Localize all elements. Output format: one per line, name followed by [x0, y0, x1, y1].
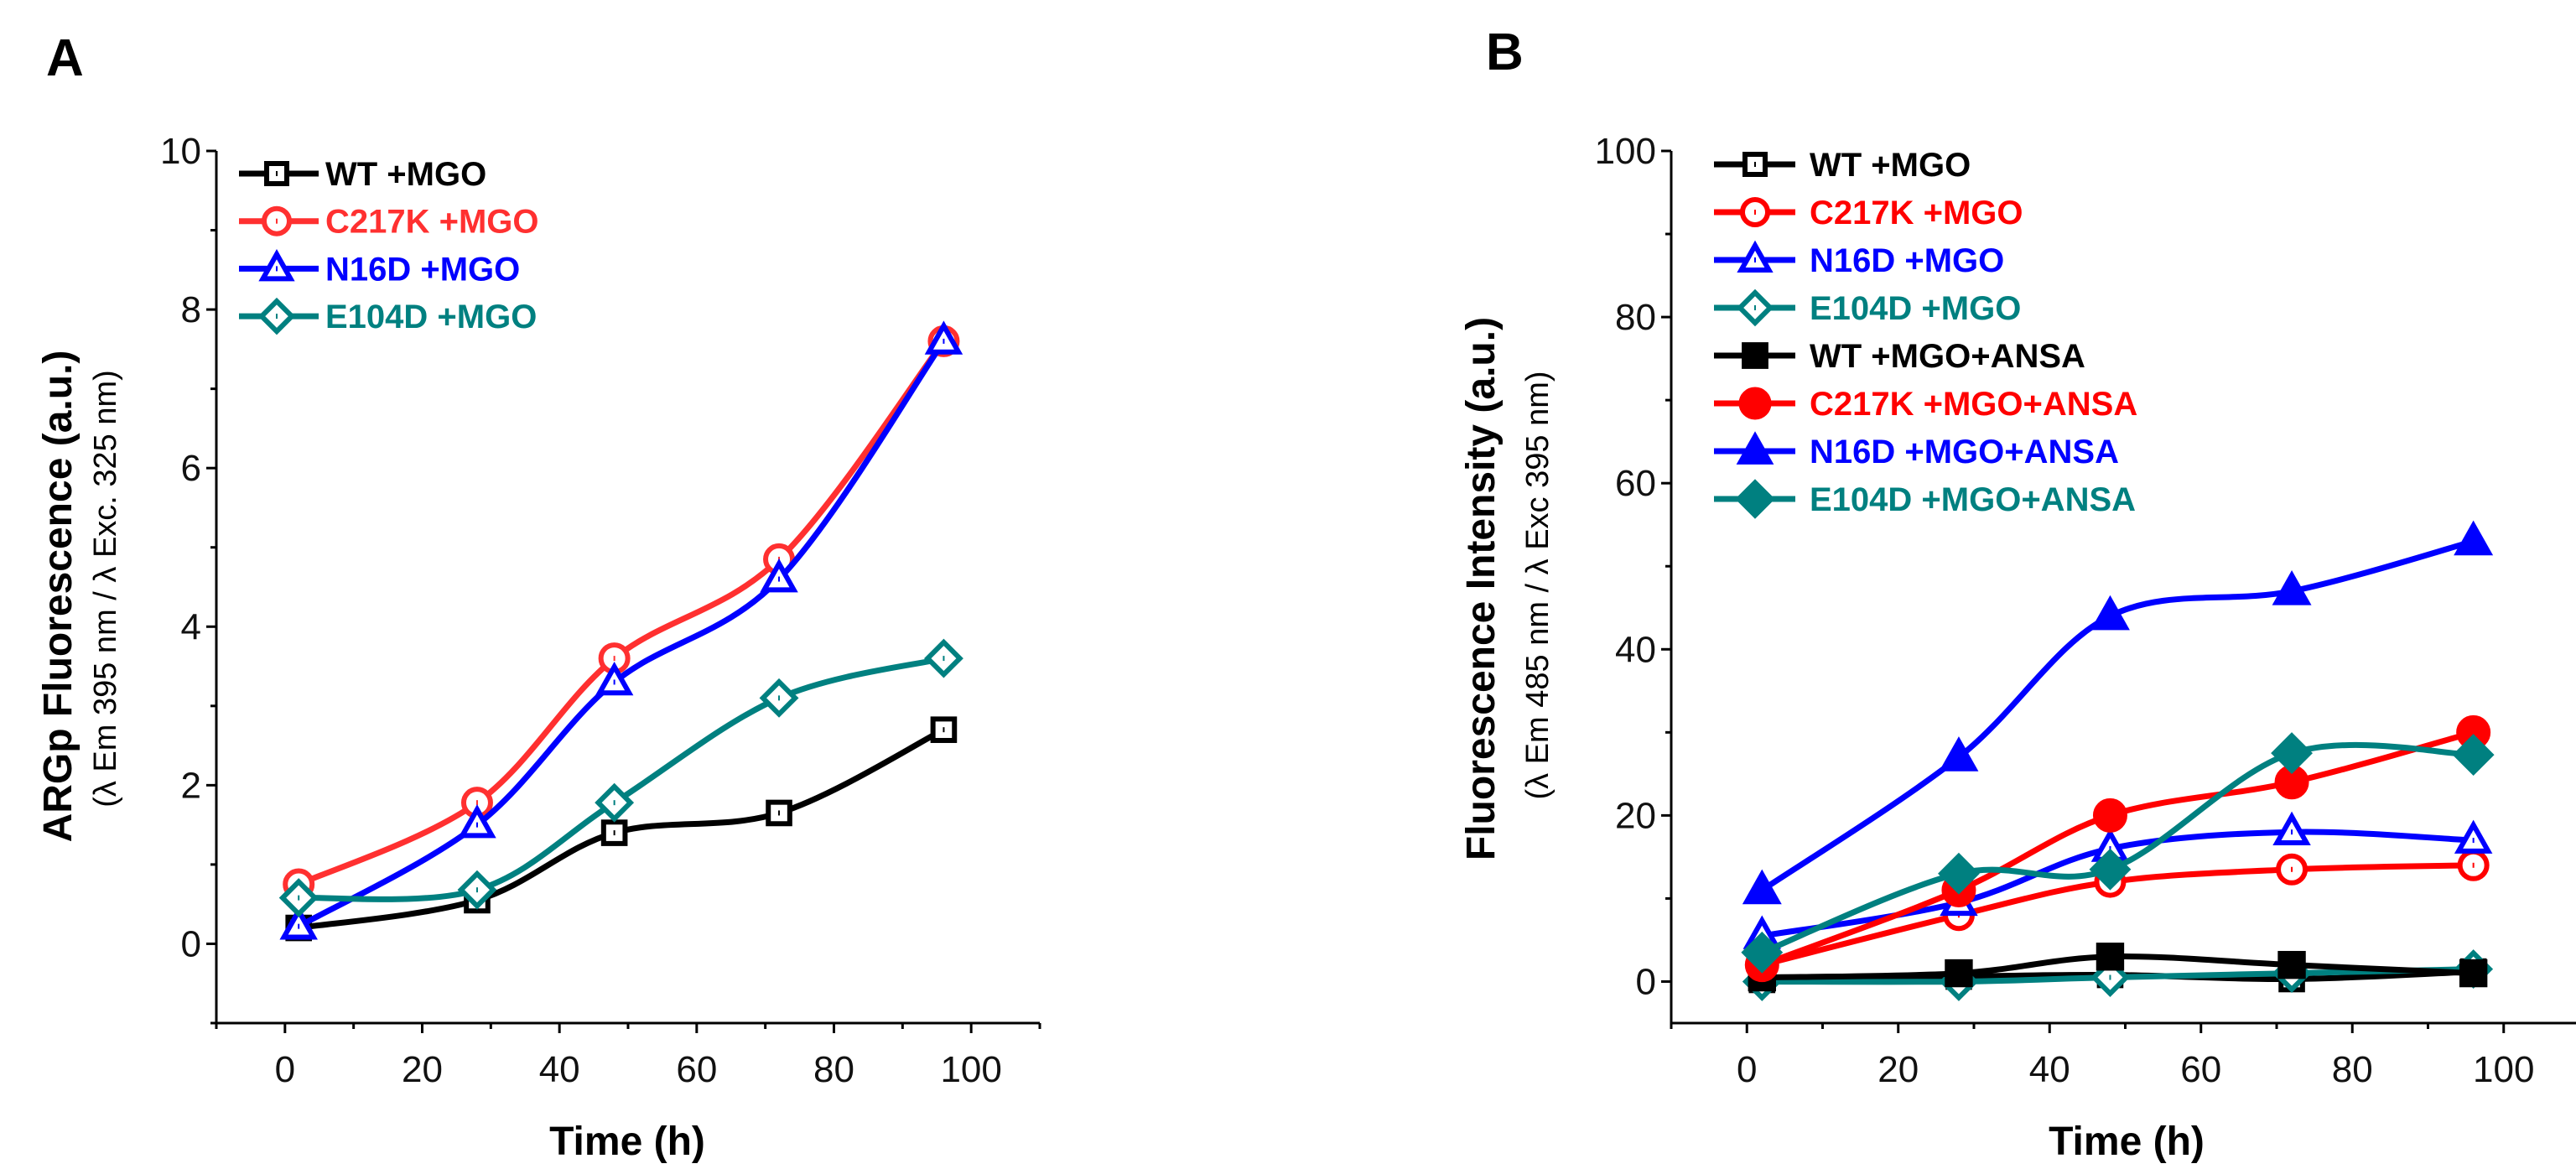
legend-label: N16D +MGO+ANSA [1810, 434, 2119, 470]
legend-label: C217K +MGO+ANSA [1810, 386, 2137, 423]
legend-marker [1742, 342, 1768, 369]
legend-item: E104D +MGO+ANSA [1714, 479, 2136, 519]
x-tick-label: 20 [1877, 1049, 1919, 1090]
x-tick-label: 60 [2180, 1049, 2221, 1090]
legend-item: E104D +MGO [239, 297, 537, 335]
data-point [1939, 736, 1979, 772]
legend-label: WT +MGO+ANSA [1810, 338, 2085, 375]
legend-item: WT +MGO+ANSA [1714, 338, 2085, 375]
series-wt-mgo [285, 716, 958, 942]
chart-panel-b: 0 20 40 60 80 100 0 20 40 60 80 100 Time (h) Fluoresc… [1459, 131, 2576, 1164]
data-point [1741, 931, 1784, 974]
legend-label: C217K +MGO [325, 204, 539, 241]
data-point [2089, 848, 2132, 891]
y-tick-label: 100 [1595, 131, 1656, 172]
y-axis-subtitle: (λ Em 395 nm / λ Exc. 325 nm) [88, 370, 123, 808]
data-point [2271, 732, 2313, 775]
x-tick-label: 40 [539, 1049, 580, 1090]
legend-label: N16D +MGO [1810, 242, 2004, 279]
data-point [930, 716, 958, 743]
x-tick-label: 60 [676, 1049, 717, 1090]
legend-label: E104D +MGO [325, 299, 537, 335]
legend-label: N16D +MGO [325, 251, 520, 288]
data-point [2096, 943, 2125, 971]
legend-label: E104D +MGO [1810, 290, 2021, 327]
y-tick-label: 4 [181, 606, 201, 647]
data-point [2272, 570, 2312, 605]
legend-label: WT +MGO [325, 156, 486, 193]
x-tick-label: 40 [2029, 1049, 2070, 1090]
legend-item: C217K +MGO [1714, 195, 2023, 231]
y-tick-label: 60 [1615, 463, 1656, 504]
legend-item: C217K +MGO [239, 204, 539, 241]
y-tick-label: 10 [160, 131, 201, 172]
series-wt-mgo-ansa [1748, 943, 2488, 992]
series-n16d-mgo-ansa [1742, 520, 2494, 905]
data-point [2452, 734, 2495, 776]
legend-label: WT +MGO [1810, 147, 1971, 184]
legend-item: C217K +MGO+ANSA [1714, 386, 2137, 423]
x-tick-label: 100 [2473, 1049, 2534, 1090]
data-point [1945, 959, 1973, 988]
legend-item: WT +MGO [239, 156, 486, 193]
series-n16d-mgo [279, 320, 963, 940]
legend-item: WT +MGO [1714, 147, 1971, 184]
y-tick-label: 2 [181, 765, 201, 806]
legend-marker [1735, 479, 1775, 519]
x-axis-title: Time (h) [2049, 1120, 2205, 1164]
legend-item: N16D +MGO [239, 249, 520, 288]
legend-item: N16D +MGO [1714, 240, 2004, 279]
legend-marker [1736, 431, 1774, 465]
x-tick-label: 100 [940, 1049, 1001, 1090]
y-tick-label: 20 [1615, 795, 1656, 836]
legend-marker [264, 161, 289, 186]
panel-label-a: A [46, 29, 84, 87]
data-point [2277, 950, 2306, 979]
panel-label-b: B [1486, 23, 1524, 81]
x-axis-title: Time (h) [549, 1120, 705, 1164]
y-tick-label: 40 [1615, 629, 1656, 670]
legend-label: E104D +MGO+ANSA [1810, 481, 2136, 518]
y-axis-title: Fluorescence Intensity (a.u.) [1459, 317, 1504, 860]
x-tick-label: 80 [2332, 1049, 2373, 1090]
y-tick-label: 0 [1636, 961, 1656, 1002]
series-e104d-mgo-ansa [1741, 732, 2495, 974]
data-point [2092, 798, 2127, 833]
y-axis-subtitle: (λ Em 485 nm / λ Exc 395 nm) [1520, 371, 1555, 799]
y-axis-title: ARGp Fluorescence (a.u.) [36, 351, 80, 843]
y-tick-label: 8 [181, 289, 201, 330]
legend-label: C217K +MGO [1810, 195, 2023, 231]
x-tick-label: 80 [813, 1049, 854, 1090]
y-tick-label: 6 [181, 448, 201, 489]
data-point [2459, 959, 2488, 988]
legend-marker [1738, 387, 1772, 420]
data-point [766, 799, 792, 827]
data-point [1938, 852, 1980, 895]
y-tick-label: 0 [181, 923, 201, 964]
series-e104d-mgo [278, 638, 963, 918]
x-tick-label: 0 [275, 1049, 295, 1090]
legend-item: N16D +MGO+ANSA [1714, 431, 2119, 470]
x-tick-label: 0 [1737, 1049, 1757, 1090]
y-tick-label: 80 [1615, 297, 1656, 338]
data-point [2090, 595, 2130, 631]
data-point [2454, 520, 2494, 556]
series-line [1758, 538, 2477, 894]
legend-item: E104D +MGO [1714, 288, 2021, 327]
data-point [1742, 869, 1782, 905]
x-tick-label: 20 [402, 1049, 443, 1090]
